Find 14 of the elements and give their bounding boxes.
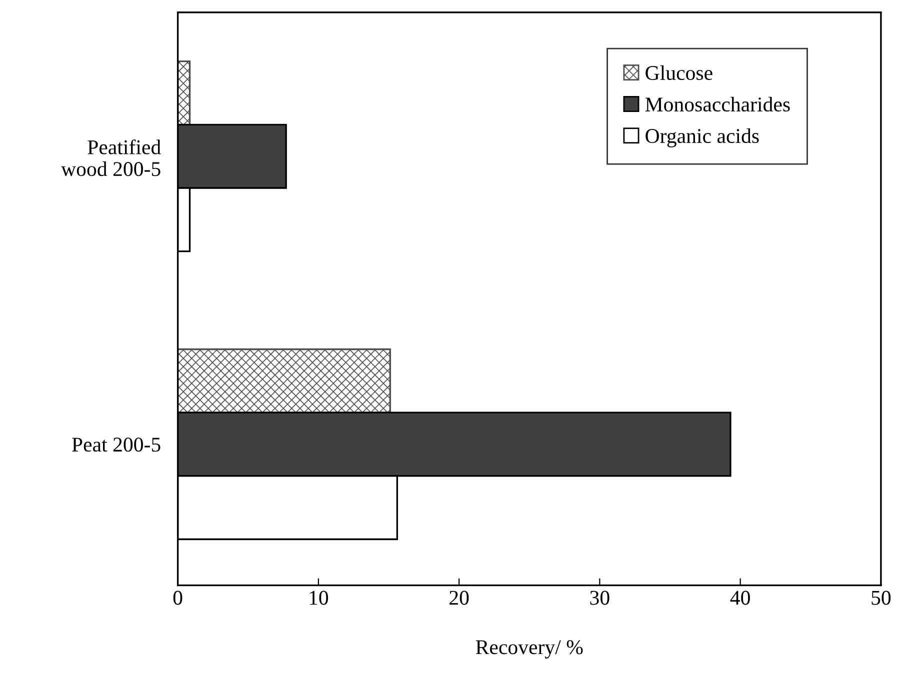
- legend-label: Monosaccharides: [645, 96, 790, 112]
- y-tick-label: Peat 200-5: [72, 438, 160, 452]
- legend-label: Glucose: [646, 65, 712, 80]
- x-tick-label: 50: [872, 590, 891, 605]
- x-tick-label: 10: [310, 590, 328, 605]
- x-axis-title: Recovery/ %: [476, 640, 583, 659]
- legend-label: Organic acids: [646, 128, 759, 148]
- bar: [178, 348, 391, 414]
- bar: [178, 60, 191, 126]
- y-tick-label: Peatified wood 200-5: [61, 139, 161, 176]
- x-tick-label: 30: [590, 590, 610, 605]
- x-tick-label: 0: [173, 590, 182, 605]
- x-tick-label: 40: [730, 590, 750, 605]
- x-tick-label: 20: [450, 590, 469, 605]
